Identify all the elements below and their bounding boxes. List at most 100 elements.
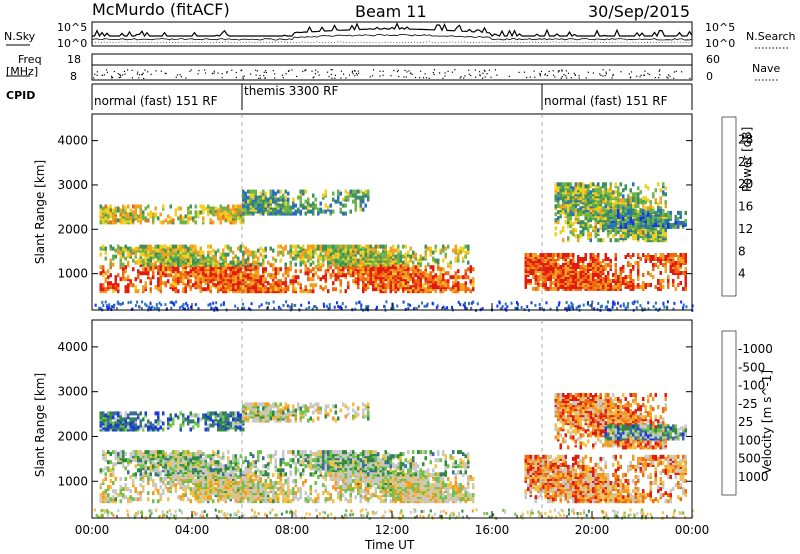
data-cell (214, 306, 217, 310)
data-cell (542, 267, 545, 271)
data-cell (204, 287, 207, 292)
data-cell (662, 212, 665, 217)
data-cell (567, 279, 570, 283)
data-cell (144, 271, 147, 276)
data-cell (429, 265, 432, 270)
data-cell (124, 289, 127, 294)
data-cell (174, 289, 177, 294)
data-cell (329, 273, 332, 278)
data-cell (243, 306, 246, 310)
nave-point (548, 70, 550, 73)
data-cell (309, 269, 312, 274)
data-cell (437, 285, 440, 290)
data-cell (142, 258, 145, 263)
data-cell (592, 188, 595, 193)
data-cell (674, 214, 677, 219)
data-cell (129, 212, 132, 217)
data-cell (119, 491, 122, 496)
data-cell (112, 208, 115, 213)
data-cell (334, 287, 337, 292)
data-cell (579, 220, 582, 225)
data-cell (317, 207, 320, 212)
data-cell (567, 253, 570, 257)
data-cell (147, 497, 150, 502)
data-cell (582, 263, 585, 267)
data-cell (134, 304, 137, 308)
data-cell (212, 220, 215, 225)
data-cell (582, 182, 585, 187)
data-cell (332, 191, 335, 196)
data-cell (457, 275, 460, 280)
data-cell (607, 275, 610, 279)
data-cell (584, 253, 587, 257)
nave-point (673, 71, 675, 73)
data-cell (504, 302, 507, 306)
data-cell (159, 495, 162, 500)
data-cell (644, 200, 647, 205)
data-cell (365, 305, 368, 309)
data-cell (107, 281, 110, 286)
data-cell (597, 302, 600, 305)
data-cell (374, 244, 377, 249)
data-cell (619, 198, 622, 203)
data-cell (192, 283, 195, 288)
data-cell (119, 265, 122, 270)
nave-point (433, 69, 436, 71)
data-cell (214, 250, 217, 255)
data-cell (224, 206, 227, 211)
colorbar-tick-label: 28 (738, 132, 753, 146)
nave-point (317, 71, 319, 73)
data-cell (552, 257, 555, 261)
data-cell (292, 256, 295, 261)
data-cell (587, 263, 590, 267)
data-cell (287, 285, 290, 290)
data-cell (516, 306, 519, 310)
data-cell (562, 226, 565, 231)
data-cell (457, 258, 460, 263)
data-cell (515, 301, 518, 304)
data-cell (499, 307, 502, 311)
data-cell (284, 189, 287, 194)
data-cell (127, 283, 130, 288)
data-cell (354, 244, 357, 249)
data-cell (629, 206, 632, 211)
data-cell (184, 289, 187, 294)
data-cell (197, 307, 200, 311)
data-cell (414, 256, 417, 261)
data-cell (162, 244, 165, 249)
data-cell (322, 258, 325, 263)
data-cell (439, 248, 442, 253)
data-cell (279, 267, 282, 272)
nave-point (474, 69, 477, 71)
data-cell (612, 234, 615, 239)
data-cell (172, 269, 175, 274)
nave-point (554, 76, 556, 78)
data-cell (107, 485, 110, 490)
data-cell (612, 194, 615, 199)
data-cell (359, 275, 362, 280)
data-cell (102, 283, 105, 288)
data-cell (589, 190, 592, 195)
nave-point (433, 73, 435, 75)
data-cell (294, 250, 297, 255)
nave-point (408, 70, 410, 72)
data-cell (119, 485, 122, 490)
data-cell (619, 267, 622, 271)
data-cell (252, 262, 255, 267)
data-cell (159, 244, 162, 249)
data-cell (414, 279, 417, 284)
data-cell (159, 477, 162, 481)
data-cell (222, 275, 225, 280)
data-cell (423, 304, 426, 308)
data-cell (314, 305, 317, 309)
data-cell (265, 301, 268, 305)
data-cell (114, 254, 117, 259)
nave-point (648, 73, 651, 76)
data-cell (624, 279, 627, 283)
data-cell (604, 267, 607, 271)
data-cell (289, 267, 292, 272)
data-cell (624, 218, 627, 223)
data-cell (299, 199, 302, 204)
data-cell (622, 302, 625, 306)
data-cell (584, 265, 587, 269)
